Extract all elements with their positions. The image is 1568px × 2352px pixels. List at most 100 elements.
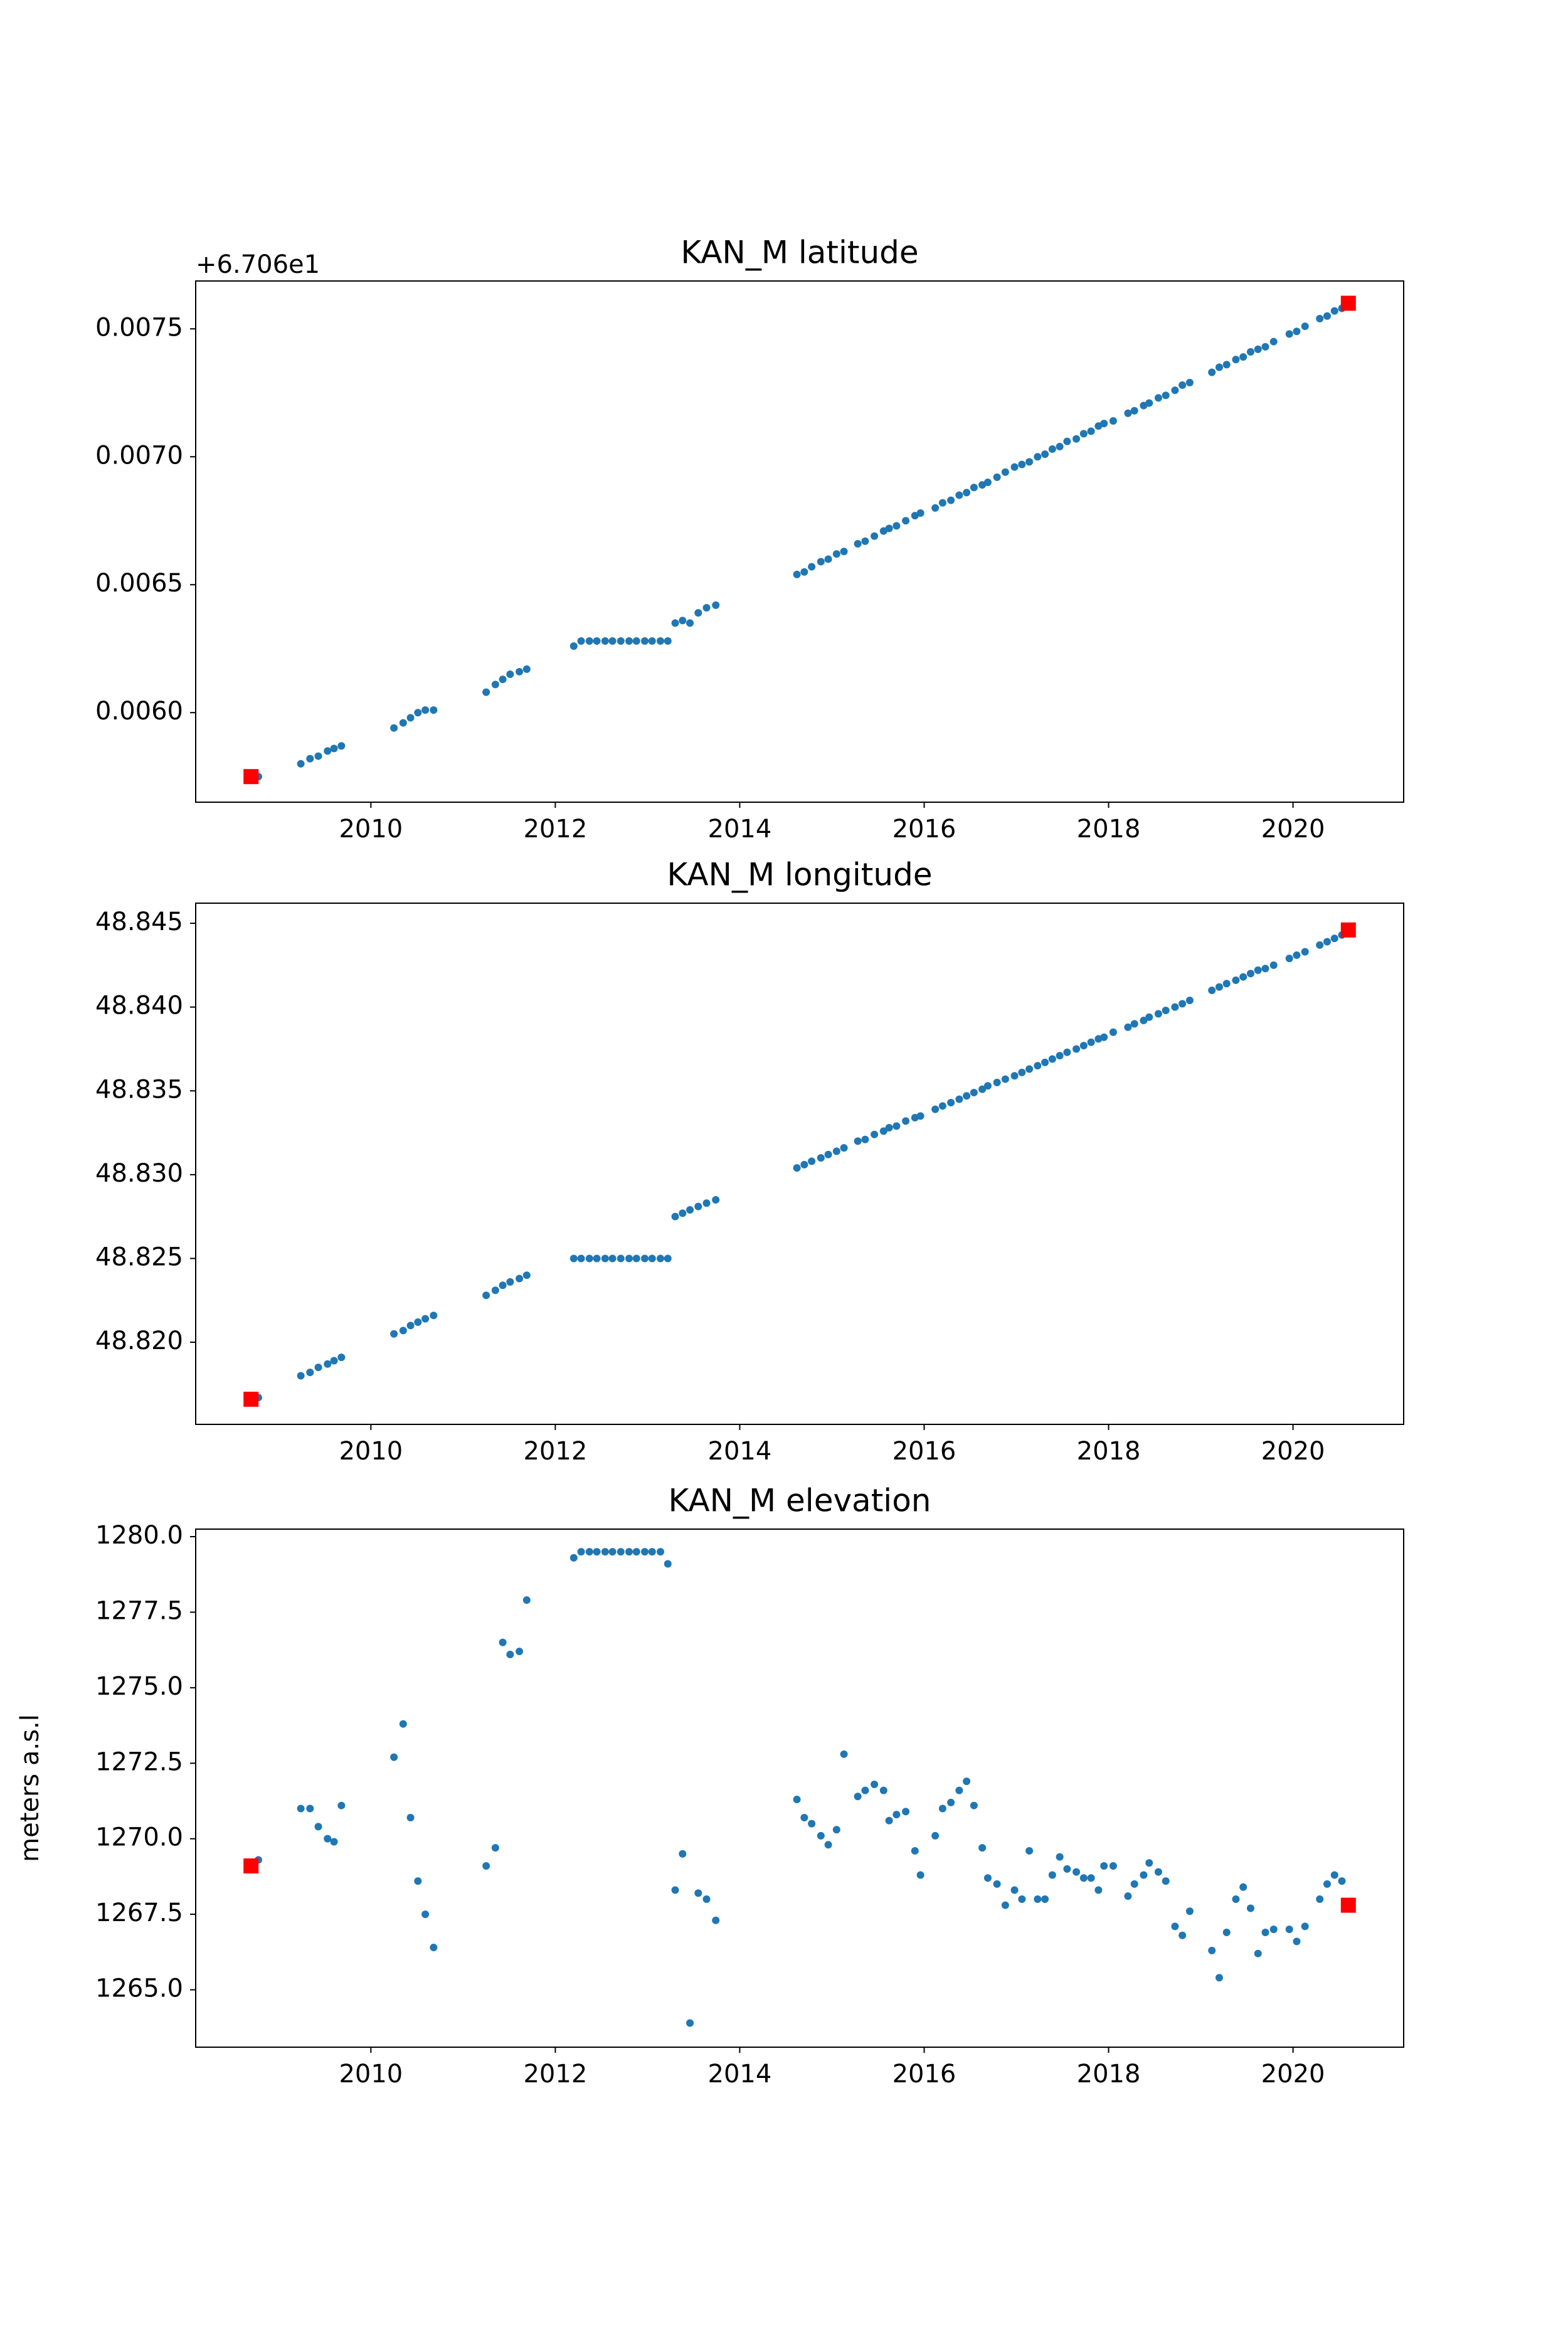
point [1301, 948, 1309, 956]
point [1100, 420, 1108, 428]
point [947, 1098, 955, 1106]
point [671, 1212, 679, 1221]
point [617, 637, 625, 645]
point [800, 1813, 808, 1821]
point [406, 1813, 415, 1821]
point [1239, 1883, 1248, 1891]
point [871, 1780, 879, 1788]
x-tick-label: 2020 [1261, 2060, 1325, 2089]
y-tick-label: 1277.5 [95, 1596, 183, 1625]
point [963, 1777, 971, 1786]
x-tick-label: 2010 [339, 815, 403, 844]
point [1239, 973, 1248, 981]
offset-text: +6.706e1 [196, 250, 320, 279]
point [593, 637, 601, 645]
point [1246, 1904, 1254, 1912]
point [1056, 1853, 1064, 1861]
point [712, 1195, 720, 1204]
point [916, 1871, 924, 1879]
point [1215, 983, 1223, 991]
point [1056, 1052, 1064, 1060]
point [641, 637, 649, 645]
point [1010, 463, 1019, 471]
point [686, 1205, 694, 1214]
point [664, 1560, 672, 1568]
point [1208, 368, 1216, 376]
point [1269, 337, 1278, 346]
point [314, 1823, 322, 1831]
x-tick-label: 2010 [339, 2060, 403, 2089]
point [577, 1548, 585, 1556]
point [1208, 986, 1216, 994]
y-tick-label: 1280.0 [95, 1521, 183, 1550]
point [808, 1157, 816, 1165]
point [617, 1548, 625, 1556]
point [817, 1154, 825, 1162]
point [824, 555, 832, 563]
point [1063, 1865, 1071, 1873]
point [793, 570, 801, 578]
point [808, 563, 816, 571]
point [871, 532, 879, 540]
point [1063, 437, 1071, 445]
point [390, 1753, 398, 1761]
point [916, 509, 924, 517]
point [1041, 450, 1049, 458]
point [1041, 1058, 1049, 1066]
point [608, 637, 617, 645]
point [1185, 996, 1194, 1004]
point [1323, 1880, 1331, 1888]
point [1171, 1003, 1179, 1011]
point [1001, 1075, 1009, 1083]
endpoint-marker [243, 769, 259, 785]
point [879, 1127, 887, 1135]
point [824, 1841, 832, 1849]
point [1094, 1886, 1103, 1894]
point [1140, 1017, 1148, 1025]
point [861, 537, 869, 545]
point [522, 665, 531, 673]
point [916, 1112, 924, 1120]
point [1185, 378, 1194, 386]
point [800, 1160, 808, 1168]
y-tick-label: 48.825 [95, 1242, 183, 1271]
point [482, 688, 490, 696]
point [1001, 468, 1009, 476]
point [577, 1254, 585, 1263]
point [1124, 1892, 1132, 1900]
point [1087, 1038, 1095, 1046]
x-tick-label: 2018 [1077, 1437, 1141, 1466]
point [324, 747, 332, 755]
point [1073, 1868, 1081, 1876]
point [656, 1548, 664, 1556]
point [1179, 1931, 1187, 1939]
point [430, 1944, 438, 1952]
y-tick-label: 48.835 [95, 1075, 183, 1104]
point [1254, 1949, 1262, 1957]
point [656, 637, 664, 645]
point [1145, 1859, 1153, 1867]
point [679, 1850, 687, 1858]
point [931, 1831, 940, 1840]
point [1034, 1062, 1042, 1070]
point [938, 1102, 946, 1110]
axes: KAN_M latitude +6.706e1 2010 2012 2014 2016 20… [95, 235, 1404, 844]
point [1316, 314, 1324, 322]
point [1154, 1868, 1162, 1876]
point [832, 1147, 840, 1155]
y-tick-label: 1272.5 [95, 1747, 183, 1776]
point [1215, 1974, 1223, 1982]
point [593, 1548, 601, 1556]
point [330, 1357, 338, 1365]
point [1162, 1877, 1170, 1885]
point [421, 1910, 430, 1919]
x-tick-label: 2016 [893, 815, 956, 844]
point [694, 1889, 702, 1897]
point [506, 670, 514, 679]
y-tick-label: 48.840 [95, 992, 183, 1020]
point [430, 706, 438, 714]
point [1179, 381, 1187, 389]
point [625, 1548, 633, 1556]
point [430, 1311, 438, 1320]
